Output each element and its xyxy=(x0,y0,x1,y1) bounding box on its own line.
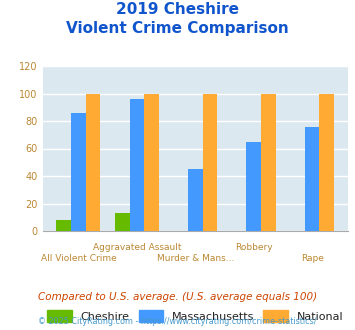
Text: All Violent Crime: All Violent Crime xyxy=(40,254,116,263)
Bar xyxy=(115,213,130,231)
Bar xyxy=(188,169,203,231)
Text: Rape: Rape xyxy=(301,254,323,263)
Text: Compared to U.S. average. (U.S. average equals 100): Compared to U.S. average. (U.S. average … xyxy=(38,292,317,302)
Text: Aggravated Assault: Aggravated Assault xyxy=(93,243,181,251)
Bar xyxy=(86,93,100,231)
Text: © 2025 CityRating.com - https://www.cityrating.com/crime-statistics/: © 2025 CityRating.com - https://www.city… xyxy=(38,317,317,326)
Bar xyxy=(203,93,217,231)
Bar xyxy=(305,126,320,231)
Bar xyxy=(71,113,86,231)
Bar xyxy=(56,220,71,231)
Bar xyxy=(320,93,334,231)
Text: Robbery: Robbery xyxy=(235,243,273,251)
Bar xyxy=(261,93,275,231)
Text: Murder & Mans...: Murder & Mans... xyxy=(157,254,234,263)
Text: Violent Crime Comparison: Violent Crime Comparison xyxy=(66,21,289,36)
Bar xyxy=(144,93,159,231)
Bar xyxy=(246,142,261,231)
Legend: Cheshire, Massachusetts, National: Cheshire, Massachusetts, National xyxy=(43,306,348,327)
Bar xyxy=(130,99,144,231)
Text: 2019 Cheshire: 2019 Cheshire xyxy=(116,2,239,16)
